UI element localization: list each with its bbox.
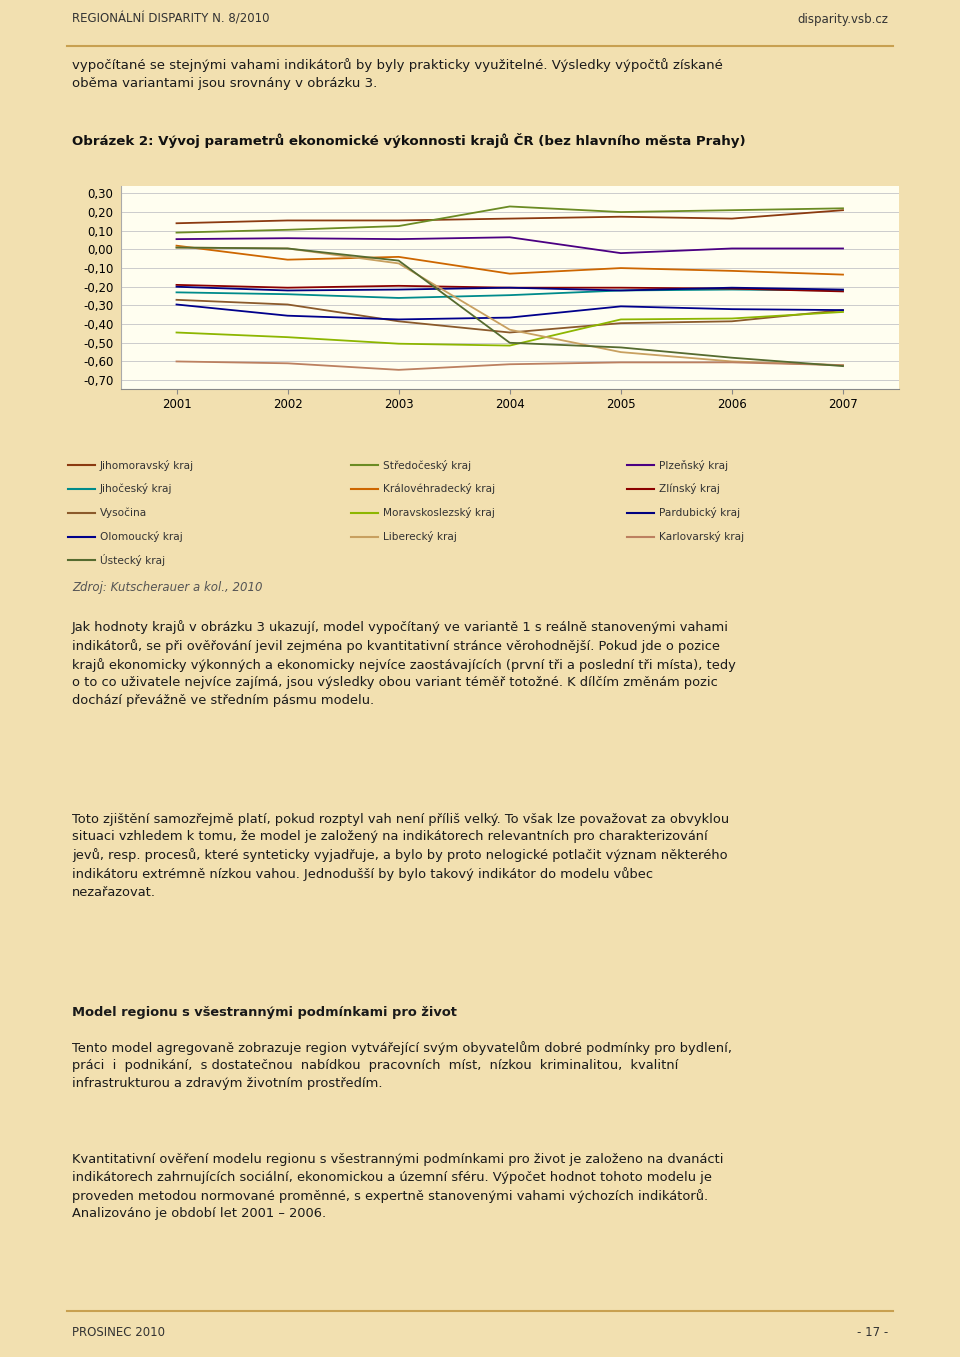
Text: Královéhradecký kraj: Královéhradecký kraj xyxy=(383,483,495,494)
Text: Jak hodnoty krajů v obrázku 3 ukazují, model vypočítaný ve variantě 1 s reálně s: Jak hodnoty krajů v obrázku 3 ukazují, m… xyxy=(72,620,736,707)
Text: Karlovarský kraj: Karlovarský kraj xyxy=(660,531,744,543)
Text: REGIONÁLNÍ DISPARITY N. 8/2010: REGIONÁLNÍ DISPARITY N. 8/2010 xyxy=(72,12,270,26)
Text: Olomoucký kraj: Olomoucký kraj xyxy=(100,531,182,543)
Text: Ústecký kraj: Ústecký kraj xyxy=(100,555,165,566)
Text: Vysočina: Vysočina xyxy=(100,508,147,518)
Text: Jihočeský kraj: Jihočeský kraj xyxy=(100,483,173,494)
Text: - 17 -: - 17 - xyxy=(856,1326,888,1339)
Text: Tento model agregovaně zobrazuje region vytvářející svým obyvatelům dobré podmín: Tento model agregovaně zobrazuje region … xyxy=(72,1041,732,1090)
Text: Moravskoslezský kraj: Moravskoslezský kraj xyxy=(383,508,495,518)
Text: Zlínský kraj: Zlínský kraj xyxy=(660,483,720,494)
Text: Zdroj: Kutscherauer a kol., 2010: Zdroj: Kutscherauer a kol., 2010 xyxy=(72,581,262,594)
Text: Obrázek 2: Vývoj parametrů ekonomické výkonnosti krajů ČR (bez hlavního města Pr: Obrázek 2: Vývoj parametrů ekonomické vý… xyxy=(72,133,746,148)
Text: Pardubický kraj: Pardubický kraj xyxy=(660,508,740,518)
Text: Jihomoravský kraj: Jihomoravský kraj xyxy=(100,460,194,471)
Text: Model regionu s všestrannými podmínkami pro život: Model regionu s všestrannými podmínkami … xyxy=(72,1006,457,1019)
Text: Toto zjištění samozřejmě platí, pokud rozptyl vah není příliš velký. To však lze: Toto zjištění samozřejmě platí, pokud ro… xyxy=(72,813,730,898)
Text: Liberecký kraj: Liberecký kraj xyxy=(383,531,457,543)
Text: Středočeský kraj: Středočeský kraj xyxy=(383,460,471,471)
Text: Kvantitativní ověření modelu regionu s všestrannými podmínkami pro život je zalo: Kvantitativní ověření modelu regionu s v… xyxy=(72,1153,724,1220)
Text: vypočítané se stejnými vahami indikátorů by byly prakticky využitelné. Výsledky : vypočítané se stejnými vahami indikátorů… xyxy=(72,58,723,90)
Text: PROSINEC 2010: PROSINEC 2010 xyxy=(72,1326,165,1339)
Text: Plzeňský kraj: Plzeňský kraj xyxy=(660,460,729,471)
Text: disparity.vsb.cz: disparity.vsb.cz xyxy=(797,12,888,26)
